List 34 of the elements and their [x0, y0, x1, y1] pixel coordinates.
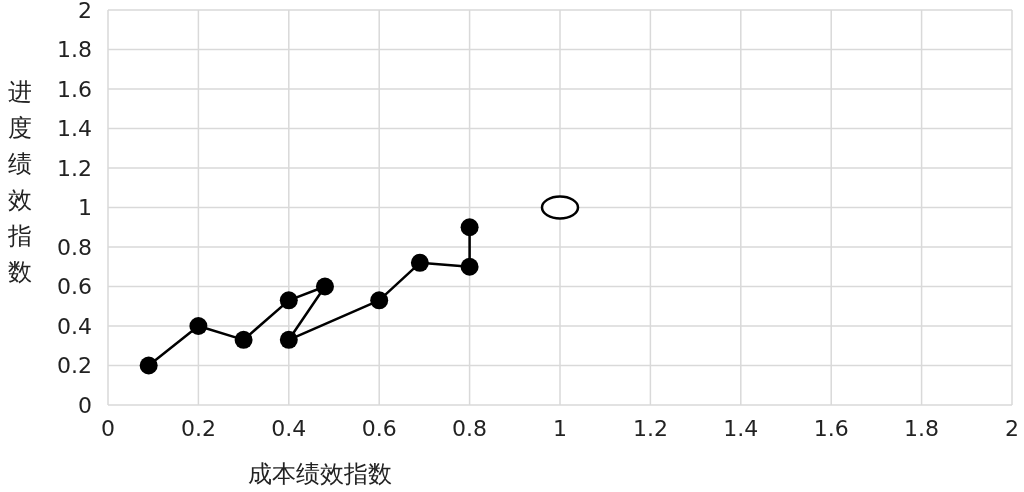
- y-tick-label: 1.4: [57, 116, 92, 141]
- y-tick-label: 1.2: [57, 155, 92, 181]
- y-tick-label: 1.8: [57, 37, 92, 62]
- x-tick-label: 1.2: [632, 416, 668, 441]
- x-tick-label: 1.4: [723, 416, 759, 441]
- point: [279, 291, 298, 310]
- x-tick-label: 0.2: [180, 416, 216, 441]
- y-tick-label: 1.6: [57, 76, 92, 102]
- point: [370, 291, 389, 310]
- x-tick-label: 1.6: [813, 416, 849, 441]
- point: [460, 218, 479, 237]
- x-tick-label: 0: [101, 416, 115, 441]
- x-tick-label: 0.8: [452, 416, 488, 441]
- y-tick-label: 1: [78, 195, 92, 220]
- point: [279, 330, 298, 349]
- y-tick-label: 0: [78, 392, 92, 418]
- y-axis-title: 进度绩效指数: [7, 78, 32, 286]
- y-tick-label: 2: [78, 0, 92, 23]
- y-tick-label: 0.6: [57, 274, 92, 299]
- point: [139, 356, 158, 375]
- y-tick-label: 0.4: [57, 313, 92, 339]
- x-tick-label: 0.4: [271, 416, 307, 441]
- x-tick-label: 0.6: [361, 416, 397, 441]
- point: [234, 330, 253, 349]
- x-tick-label: 1.8: [904, 416, 940, 441]
- y-tick-label: 0.8: [57, 234, 92, 260]
- point: [460, 257, 479, 276]
- point: [189, 317, 208, 335]
- point: [410, 253, 429, 272]
- point: [315, 277, 334, 296]
- x-axis-title: 成本绩效指数: [248, 460, 392, 488]
- x-tick-label: 1: [553, 416, 567, 441]
- y-tick-label: 0.2: [57, 353, 92, 378]
- x-tick-label: 2: [1005, 416, 1019, 441]
